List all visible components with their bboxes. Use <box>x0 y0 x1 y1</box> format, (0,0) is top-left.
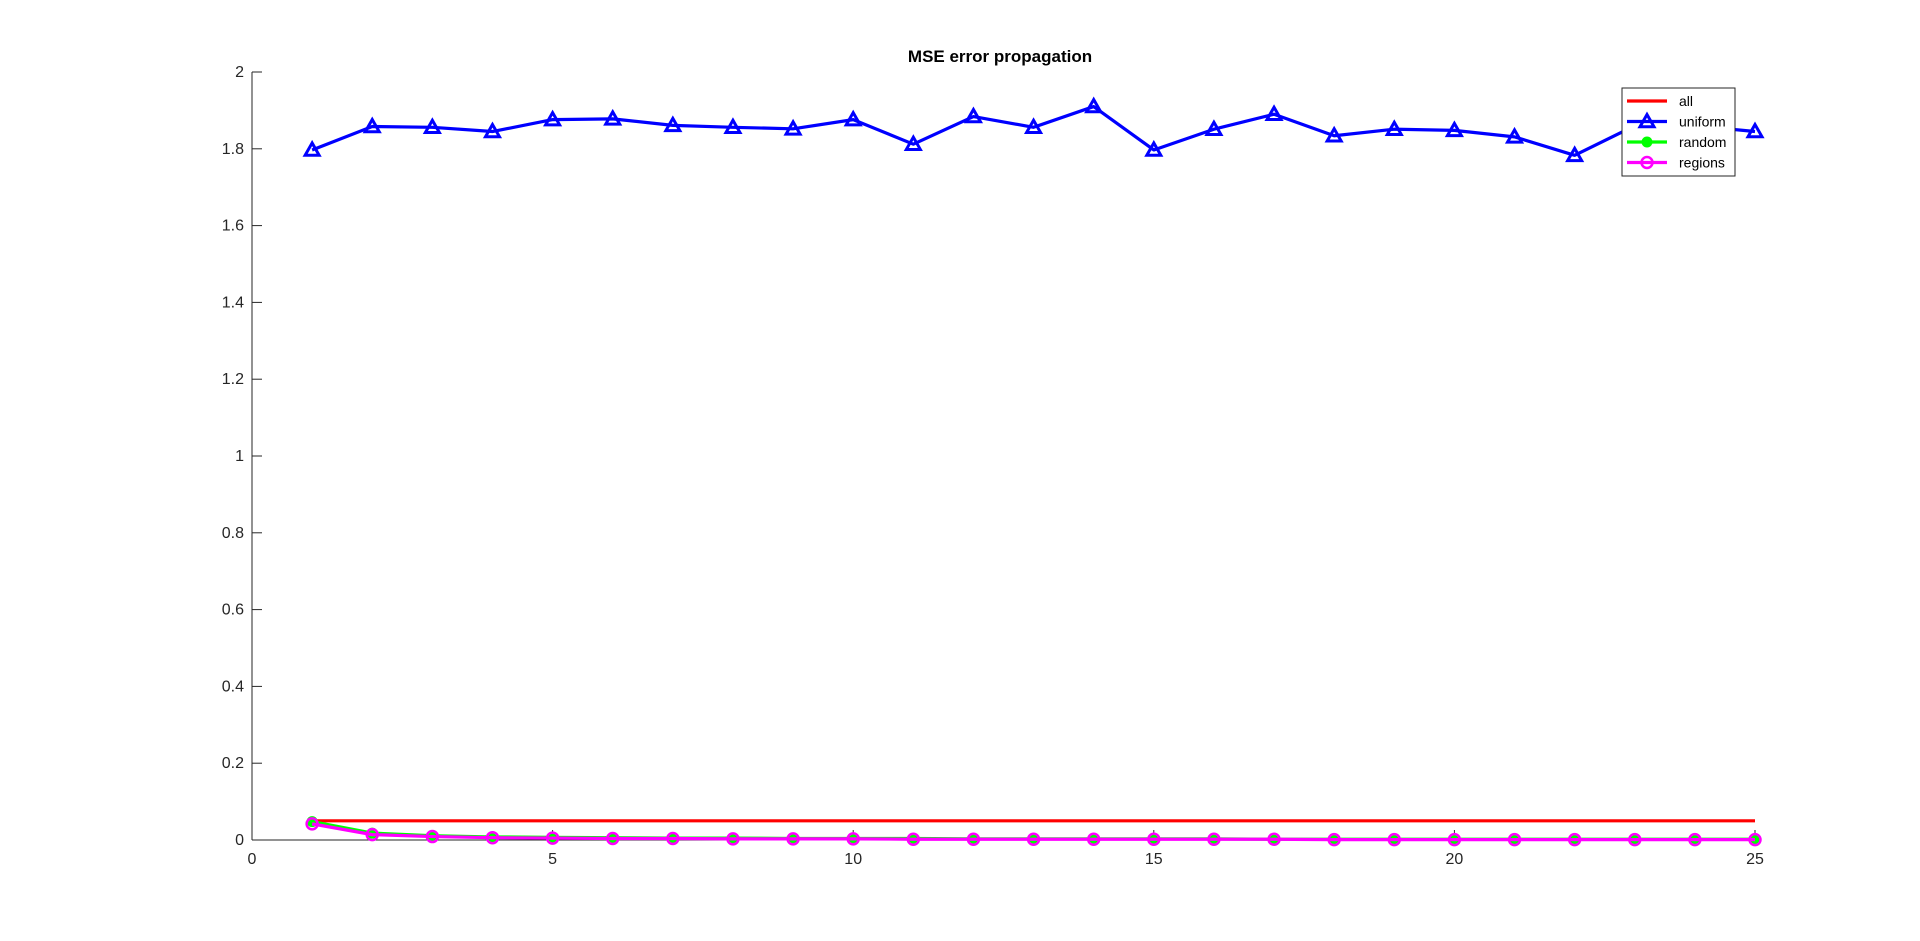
uniform-point <box>723 117 743 135</box>
y-tick-label: 0.4 <box>222 678 244 695</box>
regions-point <box>485 830 500 845</box>
legend-item-uniform: uniform <box>1627 111 1726 130</box>
y-tick-label: 0 <box>235 832 244 849</box>
y-tick-label: 1 <box>235 448 244 465</box>
regions-point <box>1147 832 1161 846</box>
regions-point <box>1267 832 1281 846</box>
regions-point <box>1567 832 1582 847</box>
regions-point <box>605 831 620 846</box>
regions-point <box>1207 832 1221 846</box>
uniform-point <box>843 109 863 127</box>
regions-point <box>666 831 680 846</box>
regions-point <box>1628 832 1642 847</box>
uniform-point <box>1144 139 1164 157</box>
y-tick-label: 0.8 <box>222 525 244 542</box>
regions-point <box>846 832 860 846</box>
uniform-point <box>422 117 442 135</box>
y-tick-label: 1.8 <box>222 141 244 158</box>
uniform-point <box>1324 125 1344 143</box>
uniform-point <box>1023 117 1044 135</box>
regions-point <box>365 827 379 842</box>
legend-item-random: random <box>1627 134 1726 150</box>
chart-title: MSE error propagation <box>908 47 1092 66</box>
regions-point <box>305 817 319 831</box>
uniform-point <box>663 115 683 133</box>
uniform-point <box>1084 96 1104 114</box>
legend-label: regions <box>1679 155 1725 171</box>
uniform-point <box>1504 126 1525 144</box>
legend-marker <box>1640 155 1654 170</box>
legend-marker <box>1641 136 1653 148</box>
legend: all uniform random regions <box>1621 87 1736 177</box>
uniform-point <box>1745 121 1765 139</box>
x-tick-label: 25 <box>1746 851 1764 868</box>
y-tick-label: 0.6 <box>222 602 244 619</box>
uniform-point <box>603 108 623 126</box>
y-tick-label: 1.4 <box>222 294 244 311</box>
regions-point <box>1447 832 1462 847</box>
y-tick-label: 0.2 <box>222 755 244 772</box>
uniform-point <box>1264 104 1284 121</box>
x-tick-label: 0 <box>248 851 257 868</box>
regions-point <box>1507 832 1522 847</box>
x-tick-label: 15 <box>1145 851 1163 868</box>
regions-point <box>1086 832 1101 846</box>
uniform-point <box>1565 145 1585 163</box>
x-tick-label: 10 <box>844 851 862 868</box>
regions-point <box>1387 832 1402 847</box>
regions-point <box>726 832 740 846</box>
legend-item-regions: regions <box>1627 155 1725 171</box>
series-regions <box>305 817 1762 847</box>
x-tick-label: 20 <box>1446 851 1464 868</box>
uniform-point <box>1444 120 1464 138</box>
uniform-point <box>302 139 322 157</box>
x-tick-label: 5 <box>548 851 557 868</box>
legend-label: all <box>1679 93 1693 109</box>
regions-point <box>545 831 560 845</box>
regions-point <box>1327 832 1341 847</box>
y-tick-label: 2 <box>235 64 244 81</box>
regions-point <box>425 829 440 844</box>
axes: 0 5 10 15 20 25 0 0.2 0.4 0.6 0.8 1 1.2 1.4 1.6 1.8 2 <box>222 64 1764 868</box>
legend-label: uniform <box>1679 114 1726 130</box>
legend-item-all: all <box>1627 93 1693 109</box>
series-uniform <box>302 96 1765 163</box>
uniform-point <box>963 106 984 124</box>
regions-point <box>1026 832 1041 846</box>
y-tick-label: 1.2 <box>222 371 244 388</box>
uniform-point <box>482 121 503 139</box>
y-tick-label: 1.6 <box>222 218 244 235</box>
uniform-point <box>783 118 803 136</box>
regions-point <box>906 832 921 846</box>
uniform-line <box>311 104 1756 157</box>
legend-label: random <box>1679 134 1726 150</box>
uniform-point <box>1204 119 1224 136</box>
legend-marker <box>1637 111 1657 129</box>
regions-point <box>786 832 800 846</box>
regions-point <box>966 832 981 846</box>
regions-line <box>311 822 1755 842</box>
uniform-point <box>362 116 382 134</box>
uniform-point <box>1384 119 1404 136</box>
uniform-point <box>903 134 923 151</box>
regions-point <box>1688 832 1702 847</box>
regions-point <box>1748 832 1762 847</box>
series-layer <box>302 96 1765 847</box>
uniform-point <box>543 109 563 127</box>
